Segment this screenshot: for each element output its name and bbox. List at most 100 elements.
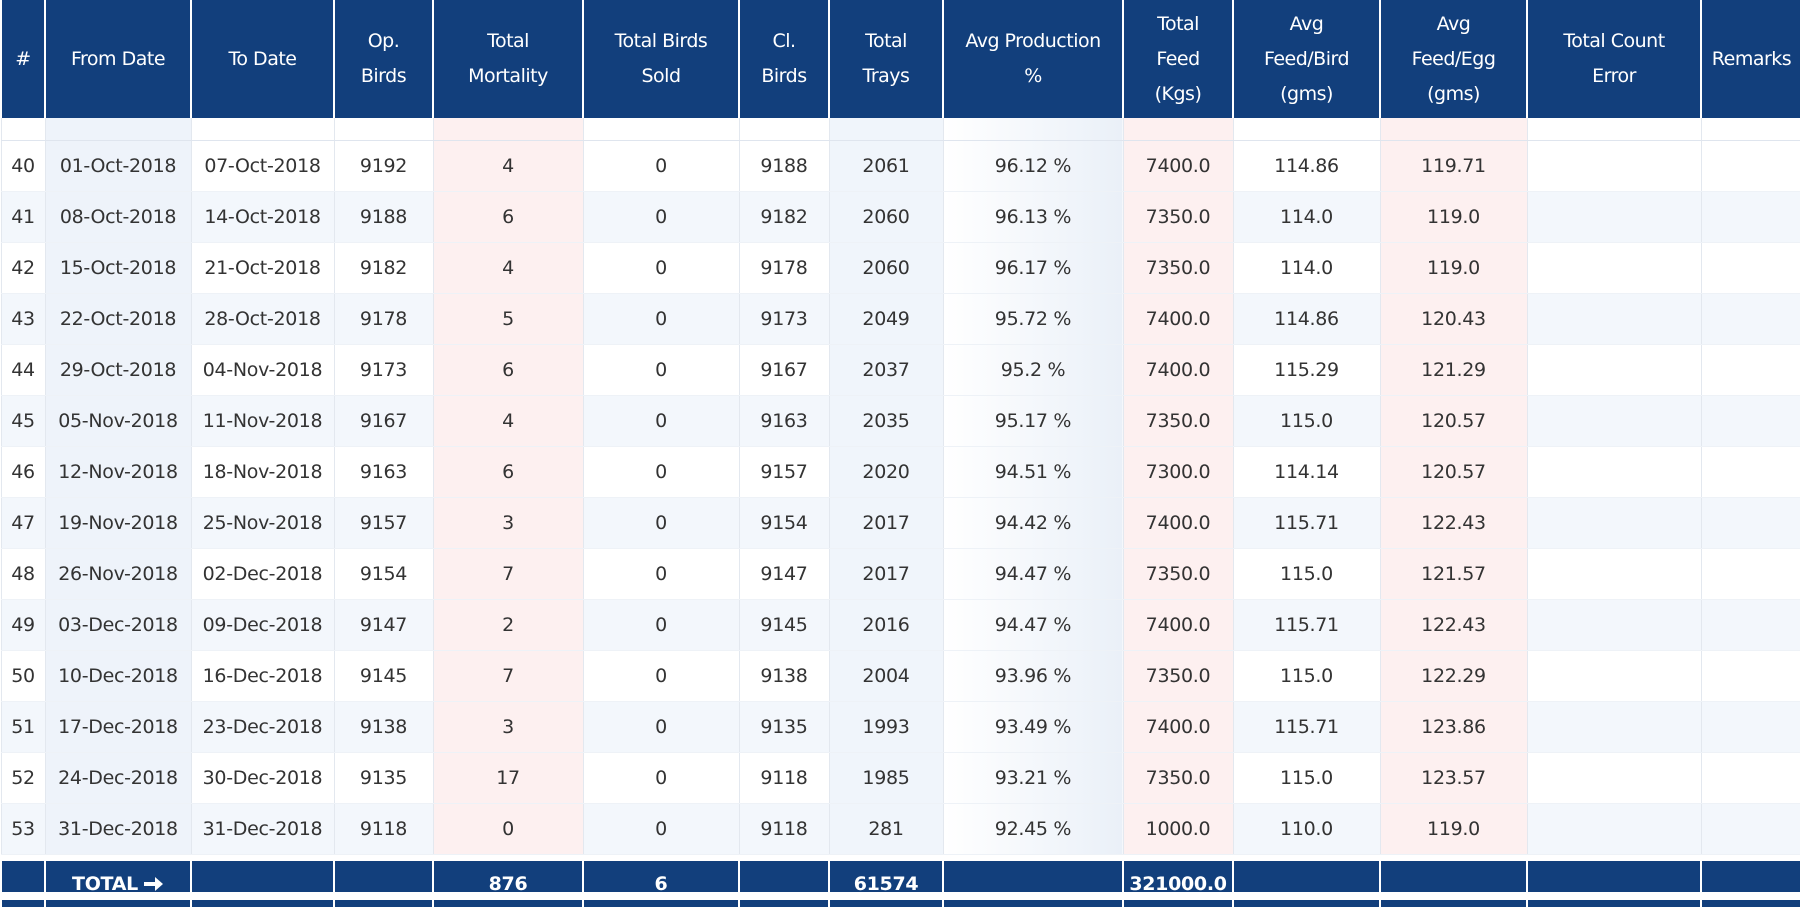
cell: 9157 <box>333 497 433 549</box>
cell <box>44 118 191 141</box>
cell <box>1700 446 1800 498</box>
cell: 9147 <box>738 548 829 600</box>
cell: 7 <box>432 650 583 702</box>
cell <box>738 118 829 141</box>
cell: 5 <box>432 293 583 345</box>
cell: 40 <box>0 140 45 192</box>
table-row: 51 17-Dec-2018 23-Dec-2018 9138 3 0 9135 1993 93… <box>0 701 1800 753</box>
cell: 114.0 <box>1232 191 1380 243</box>
bottom-edge <box>0 892 1800 900</box>
column-header: Total Count Error <box>1526 0 1701 118</box>
cell: 9192 <box>333 140 433 192</box>
cell: 15-Oct-2018 <box>44 242 191 294</box>
spacer <box>829 854 943 861</box>
spacer <box>1 854 45 861</box>
cell <box>1526 118 1701 141</box>
cell: 2037 <box>828 344 943 396</box>
cell <box>942 118 1123 141</box>
table-row: 47 19-Nov-2018 25-Nov-2018 9157 3 0 9154 2017 94… <box>0 497 1800 549</box>
cell: 23-Dec-2018 <box>190 701 334 753</box>
cell: 9173 <box>333 344 433 396</box>
cell: 7400.0 <box>1122 701 1233 753</box>
cell <box>1700 497 1800 549</box>
cell: 50 <box>0 650 45 702</box>
cell <box>1700 395 1800 447</box>
cell: 05-Nov-2018 <box>44 395 191 447</box>
cell <box>1700 140 1800 192</box>
cell: 53 <box>0 803 45 855</box>
cell: 48 <box>0 548 45 600</box>
cell <box>1700 344 1800 396</box>
cell: 9118 <box>738 752 829 804</box>
cell: 0 <box>582 191 739 243</box>
arrow <box>143 877 163 891</box>
cell <box>1700 293 1800 345</box>
cell: 1000.0 <box>1122 803 1233 855</box>
cell: 115.29 <box>1232 344 1380 396</box>
cell: 24-Dec-2018 <box>44 752 191 804</box>
total-cell: 6 <box>582 861 739 907</box>
cell: 9135 <box>333 752 433 804</box>
cell: 0 <box>582 140 739 192</box>
table-row: 45 05-Nov-2018 11-Nov-2018 9167 4 0 9163 2035 95… <box>0 395 1800 447</box>
cell: 42 <box>0 242 45 294</box>
partial-row <box>0 118 1800 141</box>
cell: 0 <box>432 803 583 855</box>
cell: 4 <box>432 140 583 192</box>
cell: 10-Dec-2018 <box>44 650 191 702</box>
cell: 94.42 % <box>942 497 1123 549</box>
cell: 96.13 % <box>942 191 1123 243</box>
cell: 2049 <box>828 293 943 345</box>
cell <box>1526 548 1701 600</box>
cell: 7350.0 <box>1122 242 1233 294</box>
column-header: Remarks <box>1700 0 1800 118</box>
cell: 122.29 <box>1379 650 1527 702</box>
cell: 121.57 <box>1379 548 1527 600</box>
column-header: Op. Birds <box>333 0 433 118</box>
cell: 3 <box>432 701 583 753</box>
total-cell: 321000.0 <box>1122 861 1233 907</box>
cell: 120.43 <box>1379 293 1527 345</box>
header-row: # From Date To Date Op. Birds Total Mortalit… <box>0 0 1800 118</box>
spacer <box>191 854 334 861</box>
column-header: Avg Feed/Bird (gms) <box>1232 0 1380 118</box>
cell <box>582 118 739 141</box>
cell: 7350.0 <box>1122 548 1233 600</box>
cell: 2004 <box>828 650 943 702</box>
cell: 121.29 <box>1379 344 1527 396</box>
cell <box>828 118 943 141</box>
cell <box>1700 803 1800 855</box>
cell <box>1700 548 1800 600</box>
total-cell: 61574 <box>828 861 943 907</box>
cell: 9188 <box>333 191 433 243</box>
cell: 115.0 <box>1232 395 1380 447</box>
cell: 0 <box>582 446 739 498</box>
total-cell <box>1232 861 1380 907</box>
cell: 43 <box>0 293 45 345</box>
cell: 119.0 <box>1379 803 1527 855</box>
cell: 9167 <box>738 344 829 396</box>
cell: 123.86 <box>1379 701 1527 753</box>
cell: 114.0 <box>1232 242 1380 294</box>
total-cell <box>738 861 829 907</box>
cell: 114.86 <box>1232 293 1380 345</box>
cell: 9163 <box>333 446 433 498</box>
column-header: To Date <box>190 0 334 118</box>
total-cell <box>1526 861 1701 907</box>
cell <box>1526 191 1701 243</box>
column-header: Total Mortality <box>432 0 583 118</box>
spacer <box>739 854 829 861</box>
cell: 6 <box>432 191 583 243</box>
column-header: From Date <box>44 0 191 118</box>
cell: 94.47 % <box>942 548 1123 600</box>
cell: 44 <box>0 344 45 396</box>
cell <box>1526 650 1701 702</box>
column-header: Total Feed (Kgs) <box>1122 0 1233 118</box>
cell <box>1700 650 1800 702</box>
cell: 11-Nov-2018 <box>190 395 334 447</box>
cell: 119.0 <box>1379 191 1527 243</box>
cell: 7400.0 <box>1122 497 1233 549</box>
cell <box>1700 599 1800 651</box>
cell: 7400.0 <box>1122 140 1233 192</box>
cell: 96.17 % <box>942 242 1123 294</box>
